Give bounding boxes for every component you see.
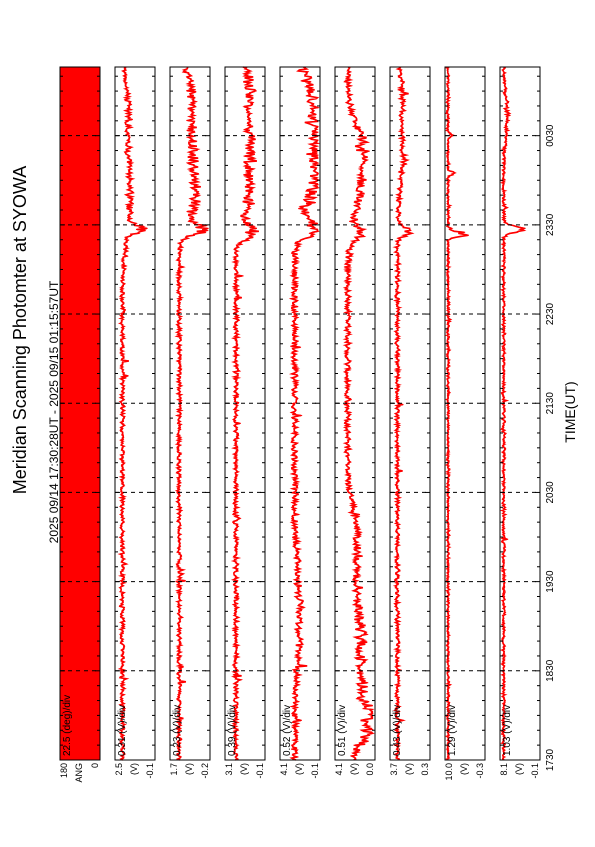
panel-ymin: -0.1 <box>255 763 265 779</box>
panel-ymin: -0.1 <box>530 763 540 779</box>
panel-1: 2.5 (V) -0.1 0.31 (V)/div <box>114 66 156 779</box>
panel-unit: (V) <box>294 763 304 775</box>
x-axis-label: TIME(UT) <box>562 381 578 442</box>
panel-frame <box>444 66 486 761</box>
panel-ymax: 3.7 <box>389 763 399 776</box>
panel-scale: 1.03 (V)/div <box>502 705 513 756</box>
panel-scale: 1.29 (V)/div <box>447 705 458 756</box>
x-tick-label: 1930 <box>545 570 556 593</box>
angle-fill <box>60 67 100 760</box>
panel-ymax: 180 <box>59 763 69 778</box>
panel-0: 180 ANG 0 22.5 (deg)/div <box>59 66 101 783</box>
x-tick-label: 2130 <box>545 392 556 415</box>
panel-scale: 0.31 (V)/div <box>117 705 128 756</box>
x-tick-label: 2330 <box>545 213 556 236</box>
panel-frame <box>114 66 156 761</box>
panel-6: 3.7 (V) 0.3 0.43 (V)/div <box>389 66 431 776</box>
panel-unit: (V) <box>129 763 139 775</box>
panel-ymin: 0.3 <box>420 763 430 776</box>
chart-subtitle: 2025 09/14 17:30:28UT - 2025 09/15 01:15… <box>47 280 61 543</box>
panel-scale: 0.52 (V)/div <box>282 705 293 756</box>
trace-jitter <box>174 66 209 761</box>
panel-unit: (V) <box>239 763 249 775</box>
panel-ymin: -0.3 <box>475 763 485 779</box>
panel-frame <box>499 66 541 761</box>
panel-ymin: 0 <box>90 763 100 768</box>
panel-unit: (V) <box>459 763 469 775</box>
panel-2: 1.7 (V) -0.2 0.23 (V)/div <box>169 66 211 779</box>
panel-7: 10.0 (V) -0.3 1.29 (V)/div <box>444 66 486 781</box>
trace-jitter <box>392 66 415 761</box>
x-tick-label: 1730 <box>545 748 556 771</box>
panel-frame <box>334 66 376 761</box>
panel-3: 3.1 (V) -0.1 0.39 (V)/div <box>224 66 266 779</box>
trace-jitter <box>499 66 526 761</box>
x-tick-label: 2230 <box>545 302 556 325</box>
panel-frame <box>59 66 101 761</box>
x-tick-label: 0030 <box>545 124 556 147</box>
panel-scale: 0.43 (V)/div <box>392 705 403 756</box>
panel-ymax: 4.1 <box>279 763 289 776</box>
panel-ymax: 10.0 <box>444 763 454 781</box>
panel-4: 4.1 (V) -0.1 0.52 (V)/div <box>279 66 321 779</box>
trace-jitter <box>342 66 375 761</box>
panel-scale: 0.39 (V)/div <box>227 705 238 756</box>
x-tick-label: 1830 <box>545 659 556 682</box>
panel-ymin: 0.0 <box>365 763 375 776</box>
chart-title: Meridian Scanning Photomter at SYOWA <box>10 166 30 494</box>
trace-jitter <box>117 66 148 761</box>
panel-ymax: 2.5 <box>114 763 124 776</box>
panel-8: 8.1 (V) -0.1 1.03 (V)/div <box>499 66 541 779</box>
trace-line <box>393 66 415 761</box>
trace-jitter <box>289 66 321 761</box>
x-tick-label: 2030 <box>545 481 556 504</box>
panel-ymax: 8.1 <box>499 763 509 776</box>
panel-ymax: 3.1 <box>224 763 234 776</box>
panel-5: 4.1 (V) 0.0 0.51 (V)/div <box>334 66 376 776</box>
panel-unit: (V) <box>404 763 414 775</box>
panel-frame <box>224 66 266 761</box>
panel-scale: 22.5 (deg)/div <box>62 695 73 756</box>
panel-frame <box>389 66 431 761</box>
panel-ymax: 1.7 <box>169 763 179 776</box>
panel-ymin: -0.1 <box>145 763 155 779</box>
panel-ymin: -0.2 <box>200 763 210 779</box>
panel-scale: 0.23 (V)/div <box>172 705 183 756</box>
panel-unit: (V) <box>514 763 524 775</box>
time-tick-labels: 1730 1830 1930 2030 2130 2230 2330 0030 <box>545 124 556 771</box>
panel-unit: ANG <box>74 763 84 783</box>
panel-ymin: -0.1 <box>310 763 320 779</box>
panel-unit: (V) <box>184 763 194 775</box>
trace-jitter <box>444 66 469 761</box>
panel-frame <box>279 66 321 761</box>
panel-ymax: 4.1 <box>334 763 344 776</box>
panel-unit: (V) <box>349 763 359 775</box>
trace-jitter <box>230 66 259 761</box>
panel-scale: 0.51 (V)/div <box>337 705 348 756</box>
panels-group: 180 ANG 0 22.5 (deg)/div 2.5 (V) -0.1 0.31 (V)/… <box>59 66 541 783</box>
panel-frame <box>169 66 211 761</box>
